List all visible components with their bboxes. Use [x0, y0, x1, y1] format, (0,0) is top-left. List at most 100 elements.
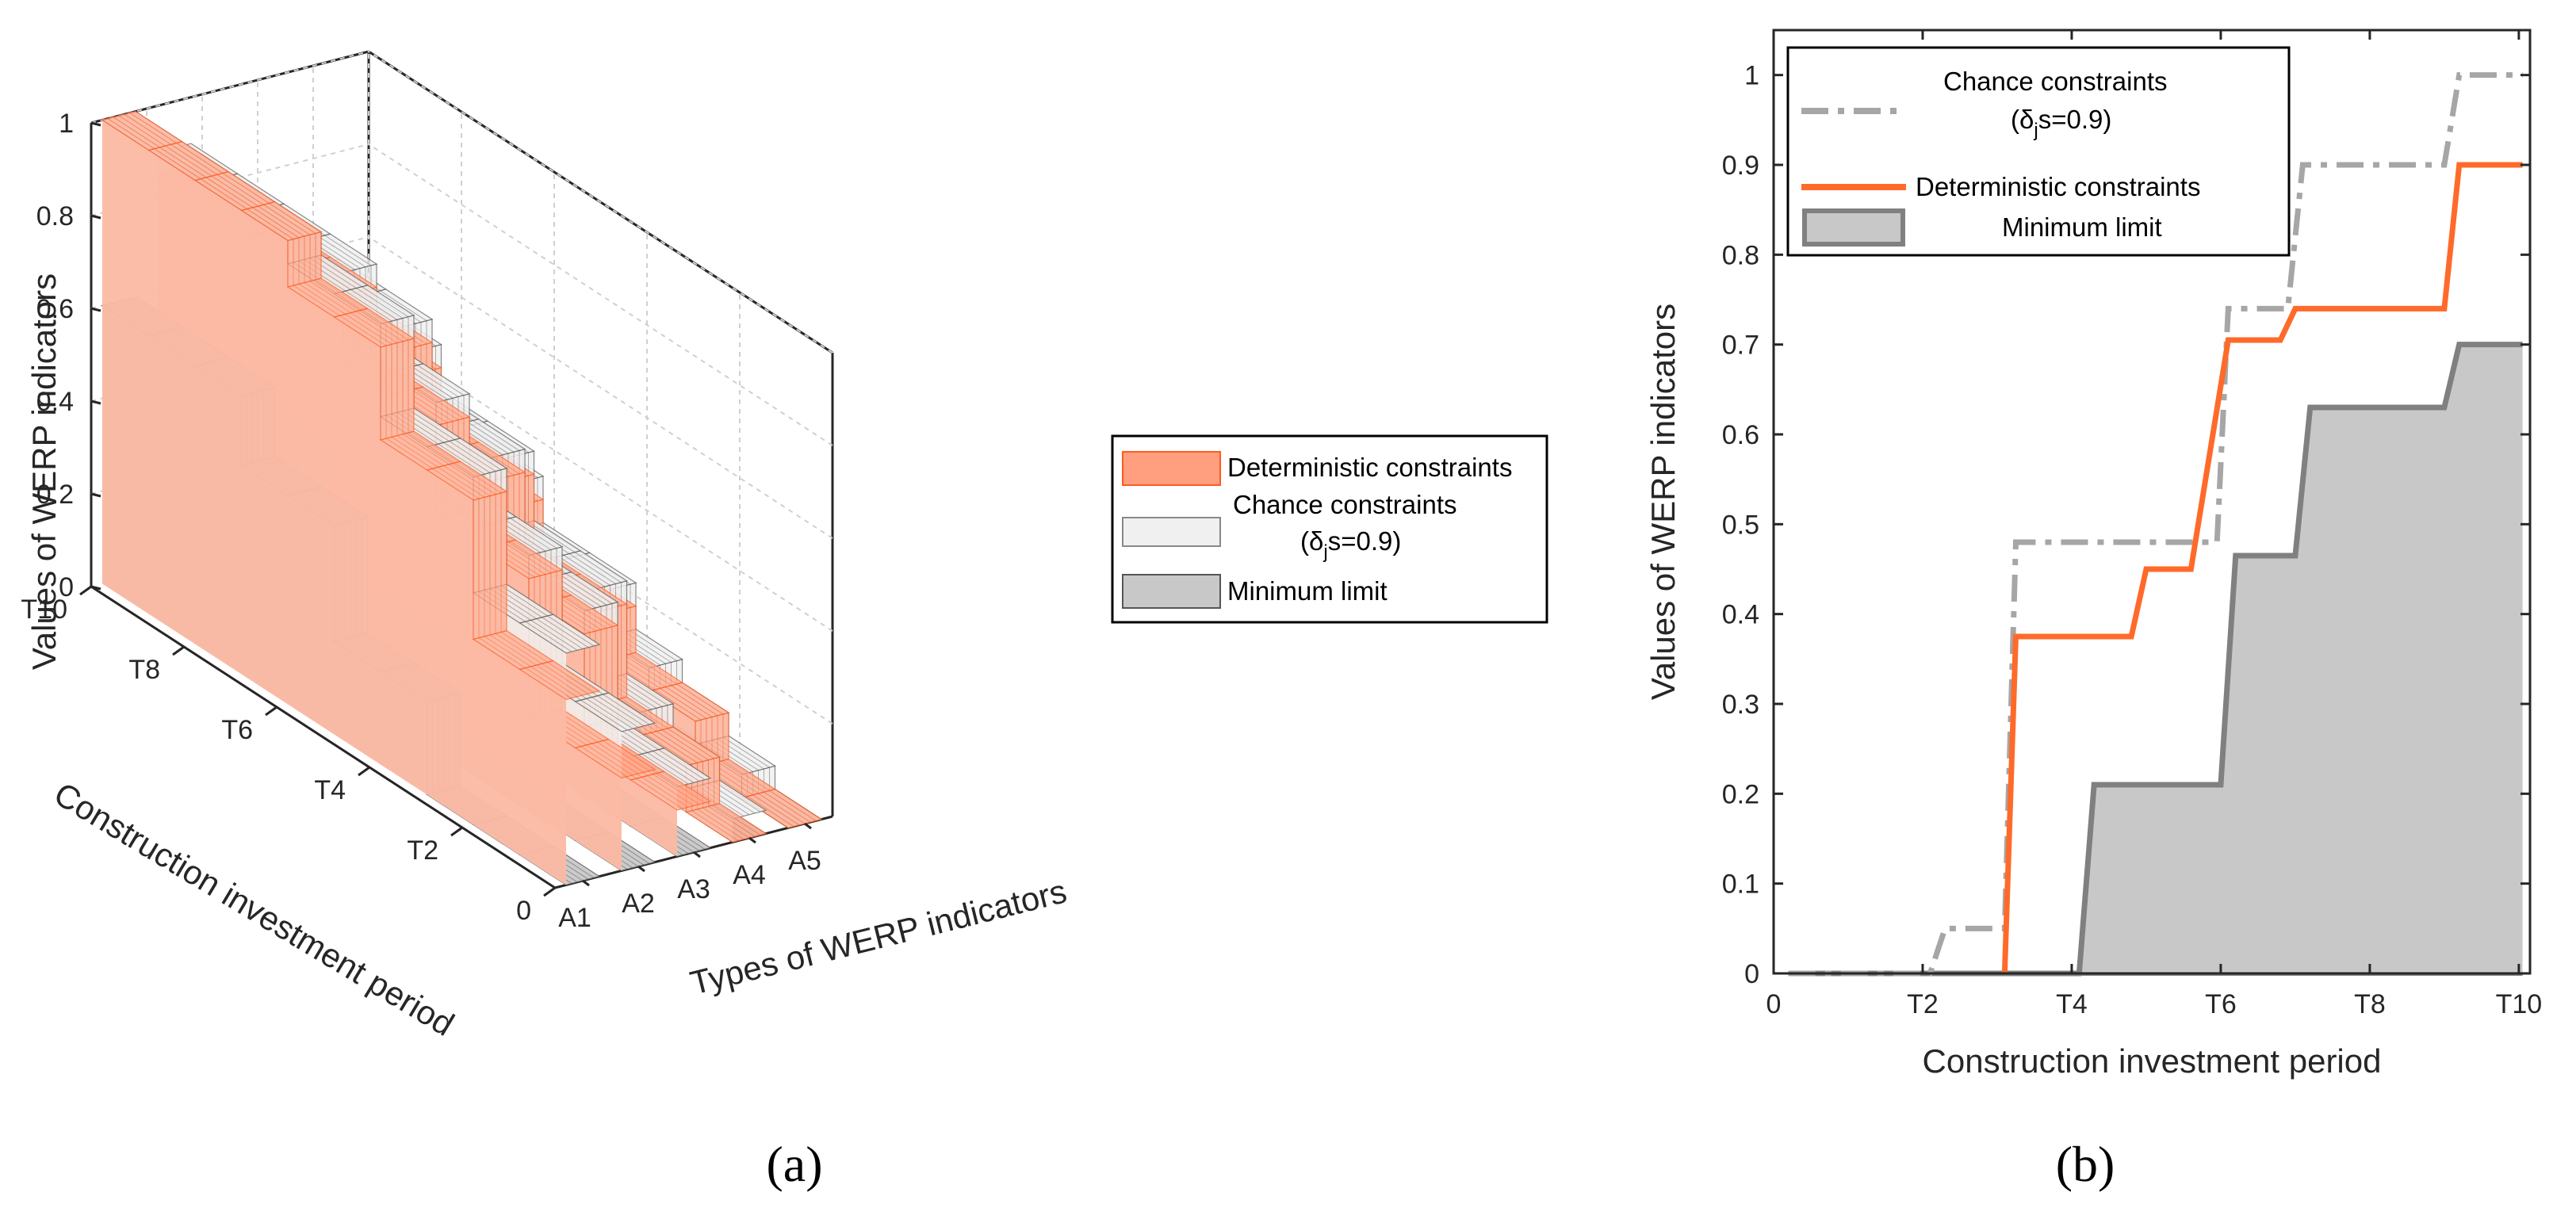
- x-tick-label: T8: [2354, 989, 2386, 1019]
- y-tick-mark: [450, 826, 463, 837]
- panel-a-z-axis-label: Values of WERP indicators: [25, 273, 63, 670]
- y-tick-label: 0.1: [1722, 870, 1759, 900]
- grid-line: [90, 51, 369, 124]
- legend-a-label-deterministic: Deterministic constraints: [1227, 453, 1512, 482]
- legend-a-subscript-j: j: [1322, 541, 1327, 563]
- x-tick-mark: [693, 851, 701, 858]
- legend-b-label-chance-param: (δjs=0.9): [2011, 105, 2111, 141]
- x-tick-label: 0: [1766, 989, 1782, 1019]
- y-tick-label: 0.4: [1722, 600, 1759, 630]
- y-tick-label: 0.9: [1722, 151, 1759, 181]
- surface-mesh-line: [113, 117, 578, 698]
- z-tick-mark: [90, 307, 101, 312]
- series-minimum-limit-line: [1788, 342, 2523, 977]
- z-tick-label: 0.2: [36, 480, 74, 510]
- surface-mesh-line: [129, 112, 595, 693]
- y-tick-mark: [79, 585, 92, 596]
- x-tick-mark: [582, 879, 590, 887]
- z-tick-label: 1: [59, 109, 74, 139]
- panel-b-legend: Chance constraints (δjs=0.9) Determinist…: [1786, 46, 2291, 257]
- legend-a-delta: (δ: [1300, 526, 1323, 556]
- x-tick-label: A5: [788, 846, 821, 876]
- x-tick-label: A4: [733, 860, 766, 890]
- y-tick-label: T4: [314, 775, 346, 805]
- legend-b-label-deterministic: Deterministic constraints: [1916, 172, 2200, 201]
- series-minimum-limit-area: [1788, 344, 2523, 974]
- legend-a-swatch-minimum: [1122, 574, 1221, 609]
- legend-a-label-minimum: Minimum limit: [1227, 576, 1388, 606]
- legend-b-label-minimum: Minimum limit: [2002, 212, 2162, 242]
- y-tick-mark: [543, 886, 556, 897]
- legend-a-param-rest: s=0.9): [1328, 526, 1402, 556]
- panel-a-3d-chart: 0 0.2 0.4 0.6 0.8 1 A1 A2 A3 A4 A5 0 T2 T4 T6 T8 T10 Val…: [21, 50, 1548, 1192]
- panel-b-label: (b): [2056, 1136, 2115, 1192]
- z-tick-label: 0: [59, 572, 74, 602]
- x-tick-label: T10: [2496, 989, 2543, 1019]
- y-tick-mark: [172, 645, 185, 656]
- legend-b-subscript-j: j: [2033, 120, 2038, 141]
- surface-face: [102, 120, 566, 885]
- panel-b-x-axis-label: Construction investment period: [1923, 1042, 2382, 1080]
- panel-a-x-axis-label: Types of WERP indicators: [687, 872, 1070, 1001]
- x-tick-mark: [804, 822, 812, 830]
- z-tick-mark: [90, 400, 101, 405]
- legend-b-param-rest: s=0.9): [2038, 105, 2112, 134]
- panel-a-y-axis-label: Construction investment period: [48, 774, 460, 1042]
- x-tick-label: T2: [1907, 989, 1939, 1019]
- z-tick-label: 0.8: [36, 201, 74, 231]
- y-tick-label: T10: [21, 595, 67, 625]
- grid-line: [368, 143, 833, 446]
- y-tick-label: 0: [516, 896, 531, 926]
- x-tick-mark: [637, 865, 645, 873]
- legend-a-swatch-chance: [1122, 517, 1221, 547]
- x-tick-label: A1: [558, 903, 591, 933]
- series-deterministic-constraints-line: [2001, 162, 2523, 974]
- y-tick-label: 0.6: [1722, 420, 1759, 450]
- x-tick-mark: [748, 836, 756, 844]
- surface-strip: [101, 110, 183, 151]
- y-tick-label: 0.2: [1722, 779, 1759, 809]
- panel-a-label: (a): [766, 1136, 822, 1192]
- y-tick-label: 0.5: [1722, 510, 1759, 540]
- grid-line: [368, 51, 833, 354]
- surface-mesh-line: [124, 113, 589, 694]
- y-tick-mark: [265, 705, 278, 717]
- legend-a-label-chance-param: (δjs=0.9): [1300, 526, 1401, 563]
- panel-b-y-axis-label: Values of WERP indicators: [1644, 304, 1682, 700]
- panel-b-axes-frame: [1772, 29, 2532, 975]
- y-tick-label: 0.3: [1722, 690, 1759, 720]
- panel-a-legend: Deterministic constraints Chance constra…: [1111, 434, 1548, 624]
- z-tick-mark: [90, 214, 101, 220]
- z-tick-mark: [90, 121, 101, 127]
- y-tick-label: T6: [221, 715, 253, 745]
- y-tick-label: 0.7: [1722, 331, 1759, 361]
- y-tick-label: 0: [1744, 959, 1759, 989]
- x-tick-label: T4: [2056, 989, 2088, 1019]
- panel-a-ticks: 0 0.2 0.4 0.6 0.8 1 A1 A2 A3 A4 A5 0 T2 T4 T6 T8 T10: [21, 109, 821, 933]
- x-tick-label: A3: [677, 874, 710, 904]
- x-tick-label: A2: [622, 889, 655, 919]
- y-tick-label: 0.8: [1722, 240, 1759, 270]
- panel-b-ticks: 0 0.1 0.2 0.3 0.4 0.5 0.6 0.7 0.8 0.9 1 0 T2 T4 T6 T8 T1…: [1722, 30, 2542, 1019]
- legend-b-label-chance: Chance constraints: [1943, 67, 2167, 96]
- series-chance-constraints-line: [1788, 72, 2523, 977]
- legend-b-swatch-minimum: [1802, 208, 1905, 247]
- y-tick-mark: [358, 766, 370, 777]
- z-tick-mark: [90, 492, 101, 498]
- panel-a-surfaces: [101, 110, 823, 886]
- y-tick-label: T2: [407, 835, 438, 866]
- y-tick-label: T8: [128, 655, 160, 685]
- z-tick-label: 0.4: [36, 387, 74, 417]
- legend-b-delta: (δ: [2011, 105, 2034, 134]
- z-tick-mark: [90, 585, 101, 591]
- legend-a-label-chance: Chance constraints: [1233, 490, 1456, 519]
- surface-mesh-line: [118, 115, 584, 696]
- y-tick-label: 1: [1744, 61, 1759, 91]
- panel-b-step-chart: 0 0.1 0.2 0.3 0.4 0.5 0.6 0.7 0.8 0.9 1 0 T2 T4 T6 T8 T1…: [1644, 29, 2542, 1192]
- legend-a-swatch-deterministic: [1122, 451, 1221, 486]
- z-tick-label: 0.6: [36, 294, 74, 324]
- grid-line: [368, 236, 833, 539]
- x-tick-label: T6: [2205, 989, 2237, 1019]
- side-wall: [369, 52, 833, 816]
